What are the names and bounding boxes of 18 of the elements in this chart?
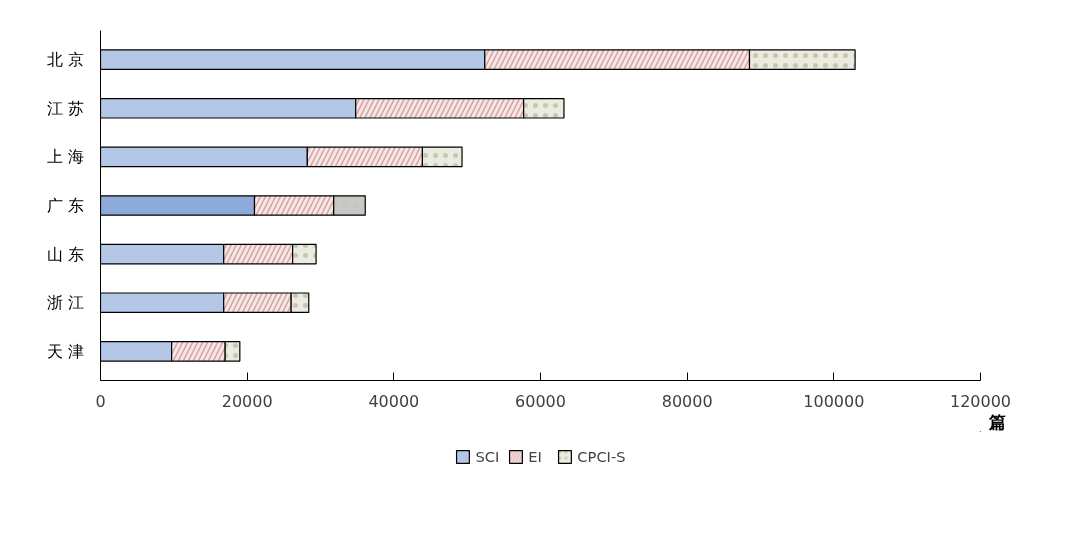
x-tick-label: 20000 [221, 391, 273, 411]
y-tick-label: 北 京 [47, 50, 85, 70]
x-tick-label: 40000 [368, 391, 420, 411]
legend-label: CPCI-S [577, 447, 626, 465]
x-tick-label: 0 [95, 391, 106, 411]
y-tick-label: 天 津 [47, 341, 85, 361]
legend-label: EI [528, 447, 543, 465]
x-axis-title: 篇 [987, 411, 1006, 432]
y-tick-label: 浙 江 [47, 293, 85, 313]
x-tick-label: 120000 [949, 391, 1012, 411]
x-tick-label: 60000 [515, 391, 566, 411]
y-tick-label: 山 东 [47, 244, 85, 264]
x-tick-label: 100000 [803, 391, 865, 411]
x-tick-label: 80000 [661, 391, 713, 411]
legend-label: SCI [475, 447, 500, 465]
y-tick-label: 上 海 [47, 147, 85, 167]
y-tick-label: 广 东 [47, 196, 85, 215]
y-tick-label: 江 苏 [47, 98, 85, 118]
